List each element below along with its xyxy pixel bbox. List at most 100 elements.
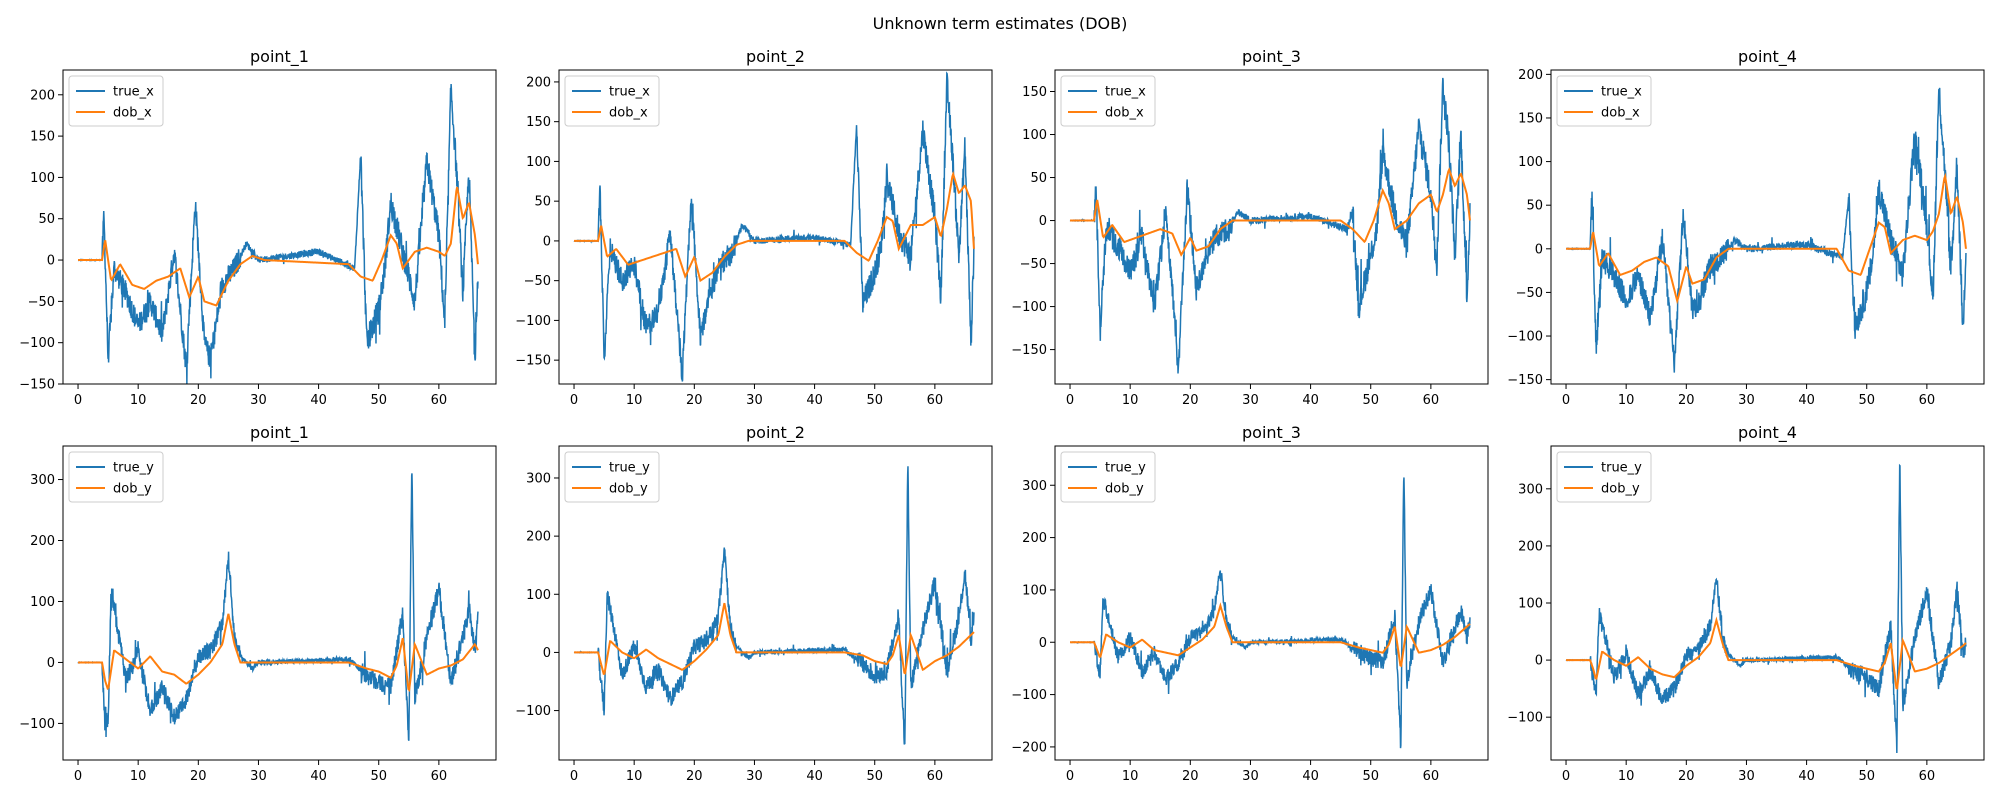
series-dob_x [574,170,975,283]
y-tick-label: 0 [1039,636,1047,651]
y-tick-label: −50 [28,295,55,310]
x-tick-label: 30 [746,393,763,408]
axes-frame [558,445,993,761]
legend-label: dob_x [1105,106,1144,121]
x-tick-label: 60 [927,393,944,408]
subplot-3: point_3 0 10 20 30 40 50 60 −150 −100 −50 0 50 100 150… [1011,47,1489,408]
x-tick-label: 60 [1423,393,1440,408]
x-tick-label: 0 [570,393,578,408]
series-dob_y [1566,616,1967,690]
axes-frame [62,69,497,385]
subplot-4: point_4 0 10 20 30 40 50 60 −150 −100 −50 0 50 100 150… [1507,47,1985,408]
subplot-title: point_2 [746,423,805,443]
legend-box [1556,75,1652,127]
y-tick-label: 0 [543,646,551,661]
y-tick-label: −50 [524,274,551,289]
x-tick-label: 10 [130,769,147,784]
y-tick-label: −150 [1507,373,1543,388]
y-tick-label: −150 [19,378,55,393]
y-tick-label: −100 [1011,300,1047,315]
x-tick-label: 0 [1066,769,1074,784]
x-tick-label: 0 [570,769,578,784]
x-tick-label: 40 [1302,393,1319,408]
x-tick-label: 60 [1423,769,1440,784]
axes-frame [1550,445,1985,761]
series-true_x [573,71,975,382]
y-tick-label: 200 [1518,539,1543,554]
y-tick-label: 200 [526,530,551,545]
y-tick-label: 100 [1022,128,1047,143]
x-tick-label: 20 [686,393,703,408]
x-tick-label: 60 [431,393,448,408]
y-tick-label: 300 [526,471,551,486]
x-tick-label: 40 [806,769,823,784]
x-tick-label: 50 [1858,393,1875,408]
y-tick-label: 50 [1030,171,1047,186]
subplot-1: point_1 0 10 20 30 40 50 60 −150 −100 −50 0 50 100 150… [19,47,497,408]
y-tick-label: 100 [1022,583,1047,598]
x-tick-label: 0 [74,769,82,784]
y-tick-label: 100 [30,171,55,186]
legend-box [1060,75,1156,127]
y-tick-label: 0 [47,656,55,671]
x-tick-label: 30 [1242,769,1259,784]
x-tick-label: 60 [1919,769,1936,784]
subplot-8: point_4 0 10 20 30 40 50 60 −100 0 100 200 300 true_y… [1507,423,1985,784]
x-tick-label: 30 [1242,393,1259,408]
legend-label: true_y [609,461,650,476]
x-tick-label: 50 [866,769,883,784]
figure-title: Unknown term estimates (DOB) [873,14,1128,33]
legend: true_x dob_x [564,75,660,127]
axes-frame [558,69,993,385]
subplot-title: point_2 [746,47,805,67]
y-tick-label: 150 [30,130,55,145]
series-true_y [1069,477,1471,749]
subplot-2: point_2 0 10 20 30 40 50 60 −150 −100 −50 0 50 100 150… [515,47,993,408]
legend-label: true_y [1601,461,1642,476]
subplot-7: point_3 0 10 20 30 40 50 60 −200 −100 0 100 200 300 tr… [1011,423,1489,784]
y-tick-label: −100 [19,717,55,732]
legend-box [564,451,660,503]
x-tick-label: 10 [626,769,643,784]
legend-label: dob_x [1601,106,1640,121]
series-dob_y [574,602,975,675]
legend-box [564,75,660,127]
y-tick-label: 150 [1022,85,1047,100]
y-tick-label: −150 [515,354,551,369]
x-tick-label: 20 [190,769,207,784]
series-dob_y [1070,602,1471,668]
y-tick-label: 0 [47,254,55,269]
subplot-6: point_2 0 10 20 30 40 50 60 −100 0 100 200 300 true_y… [515,423,993,784]
legend-label: true_x [1105,85,1146,100]
y-tick-label: 50 [38,212,55,227]
y-tick-label: 100 [30,595,55,610]
y-tick-label: 0 [543,234,551,249]
series-dob_y [78,613,479,693]
y-tick-label: 200 [1518,68,1543,83]
legend: true_x dob_x [1556,75,1652,127]
x-tick-label: 60 [1919,393,1936,408]
x-tick-label: 10 [1122,769,1139,784]
x-tick-label: 50 [1858,769,1875,784]
y-tick-label: 150 [1518,111,1543,126]
x-tick-label: 40 [1302,769,1319,784]
y-tick-label: 50 [1526,199,1543,214]
subplot-title: point_4 [1738,47,1797,67]
x-tick-label: 40 [806,393,823,408]
x-tick-label: 40 [1798,769,1815,784]
y-tick-label: 200 [30,88,55,103]
x-tick-label: 10 [1122,393,1139,408]
y-tick-label: 150 [526,115,551,130]
legend-box [1060,451,1156,503]
y-tick-label: 100 [526,588,551,603]
x-tick-label: 50 [866,393,883,408]
axes-frame [1054,69,1489,385]
y-tick-label: 200 [1022,531,1047,546]
x-tick-label: 50 [370,769,387,784]
x-tick-label: 40 [310,393,327,408]
x-tick-label: 10 [1618,769,1635,784]
x-tick-label: 20 [1678,769,1695,784]
x-tick-label: 10 [1618,393,1635,408]
legend-label: dob_x [113,106,152,121]
